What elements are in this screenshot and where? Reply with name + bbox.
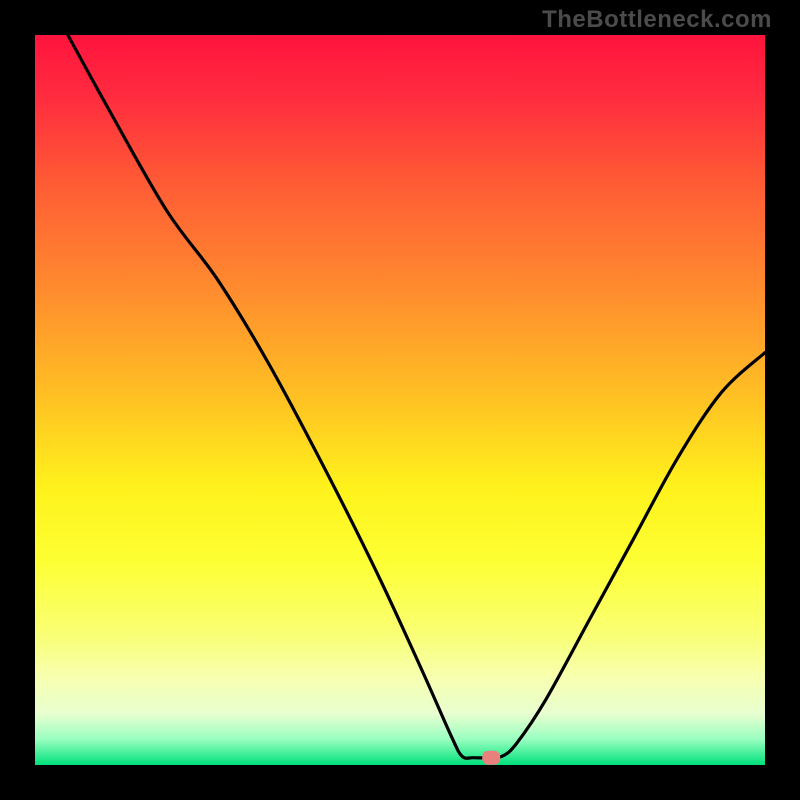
bottleneck-chart bbox=[0, 0, 800, 800]
chart-container: TheBottleneck.com bbox=[0, 0, 800, 800]
plot-background bbox=[35, 35, 765, 765]
optimum-marker bbox=[482, 751, 500, 765]
watermark-text: TheBottleneck.com bbox=[542, 6, 772, 34]
